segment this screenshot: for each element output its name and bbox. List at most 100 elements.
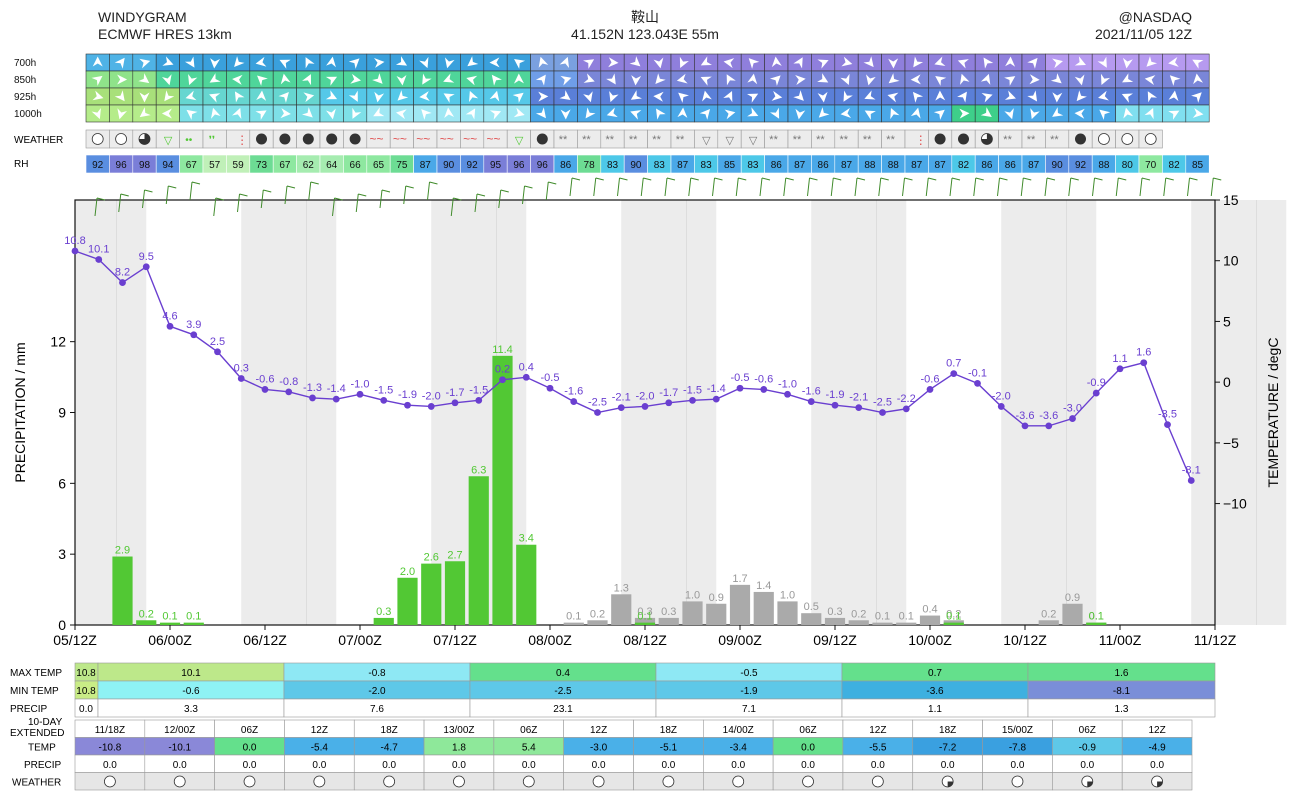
extended-precip: 0.0	[871, 760, 885, 771]
x-tick-label: 07/00Z	[338, 632, 382, 648]
temperature-point	[641, 403, 649, 410]
extended-temp: 1.8	[452, 743, 466, 754]
temperature-label: -1.4	[327, 383, 346, 395]
extended-time: 18Z	[381, 725, 398, 736]
wind-arrow-icon	[513, 107, 525, 118]
extended-time: 12Z	[1148, 725, 1165, 736]
precip-liquid-label: 0.1	[1089, 611, 1104, 623]
extended-weather-label: WEATHER	[12, 778, 61, 789]
wind-barb-icon	[1092, 177, 1103, 197]
wind-arrow-icon	[372, 73, 383, 84]
rh-value: 67	[186, 160, 198, 171]
wind-arrow-icon	[629, 56, 641, 67]
wind-arrow-icon	[583, 59, 595, 69]
wind-arrow-icon	[677, 107, 688, 118]
temperature-label: -0.6	[921, 373, 940, 385]
summary-value: -2.5	[554, 686, 572, 697]
overcast-icon	[934, 133, 946, 145]
snow-icon: **	[840, 134, 849, 146]
precip-label: 0.1	[566, 611, 581, 623]
wind-barb-icon	[569, 177, 581, 197]
temperature-label: 3.9	[186, 319, 201, 331]
x-tick-label: 08/12Z	[623, 632, 667, 648]
wind-arrow-icon	[959, 73, 970, 85]
wind-arrow-icon	[139, 107, 151, 118]
drizzle-icon: ❜❜	[209, 135, 215, 146]
wind-arrow-icon	[465, 108, 476, 120]
extended-precip-label: PRECIP	[24, 760, 62, 771]
wind-barb-icon	[593, 177, 604, 197]
wind-arrow-icon	[1099, 109, 1111, 120]
summary-value: 1.3	[1115, 704, 1129, 715]
precip-bar	[706, 603, 727, 625]
precip-label: 1.0	[685, 589, 700, 601]
extended-clear-icon	[383, 775, 396, 788]
wind-arrow-icon	[422, 73, 432, 85]
temperature-label: 0.3	[234, 363, 249, 375]
wind-arrow-icon	[114, 90, 125, 102]
rh-value: 94	[162, 160, 174, 171]
wind-arrow-icon	[210, 107, 221, 119]
temperature-point	[214, 348, 221, 356]
precip-bar-liquid	[634, 622, 656, 625]
wind-arrow-icon	[305, 57, 315, 69]
wind-barb-icon	[1187, 177, 1198, 197]
extended-precip: 0.0	[522, 760, 536, 771]
wind-arrow-icon	[489, 90, 500, 102]
weather-row: ▽ •• ❜❜ ⋮ ~~ ~~ ~~ ~~ ~~ ~~ ▽ ** ** ** ** ** ** ▽ ▽ ▽ ** ** **…	[85, 129, 1163, 149]
wind-arrow-icon	[466, 75, 478, 86]
rh-value: 67	[279, 160, 291, 171]
wind-arrow-icon	[421, 109, 432, 120]
rh-row: 92 96 98 94 67 57 59 73 67 62 64 66 65 75 87 90 92 95 96 96…	[85, 154, 1210, 174]
wind-arrow-icon	[583, 73, 595, 83]
temperature-point	[142, 263, 150, 271]
precip-bar	[919, 615, 941, 625]
y-right-axis-title: TEMPERATURE / degC	[1265, 338, 1281, 488]
temperature-label: -2.5	[588, 397, 607, 409]
temperature-label: -8.1	[1182, 465, 1201, 477]
precip-label: 3.4	[519, 533, 534, 545]
rh-value: 83	[654, 160, 666, 171]
temperature-label: 10.8	[64, 235, 85, 247]
snow-shower-icon: ▽	[726, 135, 735, 147]
extended-precip: 0.0	[1011, 760, 1025, 771]
x-tick-label: 07/12Z	[433, 632, 477, 648]
wind-arrow-icon	[210, 58, 221, 69]
precip-label: 0.1	[899, 611, 914, 623]
fog-icon: ~~	[393, 132, 407, 146]
temperature-label: -2.1	[849, 392, 868, 404]
temperature-label: -2.1	[612, 392, 631, 404]
wind-barb-icon	[1210, 177, 1222, 197]
temperature-label: -1.7	[659, 387, 678, 399]
surface-wind-barbs	[94, 177, 1222, 217]
location-name: 鞍山	[631, 9, 659, 25]
header-left: WINDYGRAM ECMWF HRES 13km	[98, 9, 232, 43]
wind-arrow-icon	[301, 107, 313, 118]
wind-arrow-icon	[910, 74, 921, 85]
overcast-icon	[326, 133, 338, 145]
summary-value: 10.1	[181, 668, 201, 679]
wind-arrow-icon	[935, 90, 946, 101]
extended-temp: 0.0	[801, 743, 815, 754]
precip-label: 1.4	[756, 580, 771, 592]
wind-barb-icon	[189, 181, 201, 201]
wind-arrow-icon	[957, 59, 969, 69]
extended-precip: 0.0	[312, 760, 326, 771]
extended-temp: -7.2	[939, 743, 957, 754]
temperature-point	[1164, 421, 1171, 429]
temperature-series: 10.810.1 8.2 9.5 4.6 3.9 2.5 0.3 -0.6 -0.8 -1.3 -1…	[64, 235, 1201, 484]
temperature-point	[1069, 415, 1076, 422]
temperature-label: 8.2	[115, 267, 130, 279]
temperature-label: 9.5	[139, 251, 154, 263]
wind-arrow-icon	[325, 76, 338, 86]
temperature-label: -3.6	[1039, 410, 1058, 422]
y-right-tick-label: 0	[1223, 374, 1231, 390]
temperature-point	[974, 379, 981, 387]
wind-arrow-icon	[467, 56, 479, 67]
wind-barb-icon	[997, 177, 1008, 197]
wind-barb-icon	[403, 185, 414, 205]
wind-arrow-icon	[747, 73, 758, 85]
wind-arrow-icon	[866, 74, 876, 86]
rh-value: 87	[420, 160, 432, 171]
